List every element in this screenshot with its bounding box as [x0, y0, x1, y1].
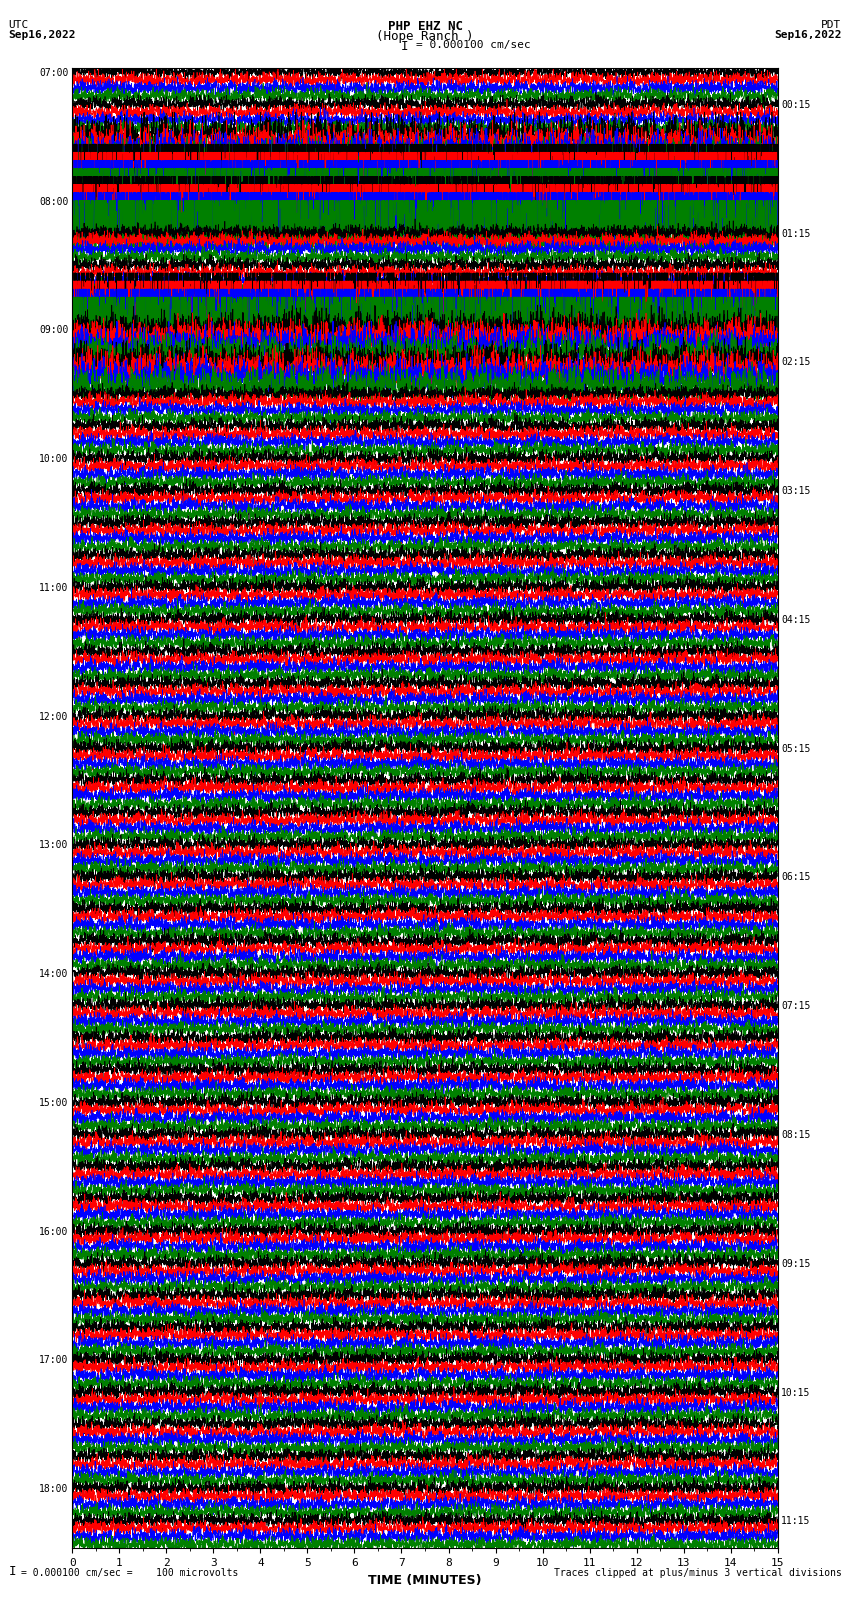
Text: 07:00: 07:00 — [39, 68, 69, 77]
Text: PDT: PDT — [821, 19, 842, 31]
Text: = 0.000100 cm/sec: = 0.000100 cm/sec — [416, 39, 531, 50]
Text: = 0.000100 cm/sec =    100 microvolts: = 0.000100 cm/sec = 100 microvolts — [21, 1568, 239, 1578]
Text: Traces clipped at plus/minus 3 vertical divisions: Traces clipped at plus/minus 3 vertical … — [553, 1568, 842, 1578]
Text: 09:00: 09:00 — [39, 326, 69, 336]
Text: 08:00: 08:00 — [39, 197, 69, 206]
Text: Sep16,2022: Sep16,2022 — [8, 31, 76, 40]
Text: UTC: UTC — [8, 19, 29, 31]
Text: 06:15: 06:15 — [781, 873, 811, 882]
Text: 13:00: 13:00 — [39, 840, 69, 850]
Text: 09:15: 09:15 — [781, 1258, 811, 1269]
Text: 16:00: 16:00 — [39, 1226, 69, 1237]
X-axis label: TIME (MINUTES): TIME (MINUTES) — [368, 1574, 482, 1587]
Text: 05:15: 05:15 — [781, 744, 811, 753]
Text: 10:15: 10:15 — [781, 1387, 811, 1397]
Text: 14:00: 14:00 — [39, 969, 69, 979]
Text: 15:00: 15:00 — [39, 1098, 69, 1108]
Text: 07:15: 07:15 — [781, 1002, 811, 1011]
Text: I: I — [400, 39, 408, 53]
Text: (Hope Ranch ): (Hope Ranch ) — [377, 31, 473, 44]
Text: 02:15: 02:15 — [781, 358, 811, 368]
Text: 08:15: 08:15 — [781, 1131, 811, 1140]
Text: PHP EHZ NC: PHP EHZ NC — [388, 19, 462, 34]
Text: 12:00: 12:00 — [39, 711, 69, 721]
Text: 03:15: 03:15 — [781, 486, 811, 497]
Text: 00:15: 00:15 — [781, 100, 811, 110]
Text: Sep16,2022: Sep16,2022 — [774, 31, 842, 40]
Text: 01:15: 01:15 — [781, 229, 811, 239]
Text: 11:00: 11:00 — [39, 582, 69, 594]
Text: 11:15: 11:15 — [781, 1516, 811, 1526]
Text: 10:00: 10:00 — [39, 453, 69, 465]
Text: I: I — [8, 1565, 16, 1578]
Text: 04:15: 04:15 — [781, 615, 811, 624]
Text: 18:00: 18:00 — [39, 1484, 69, 1494]
Text: 17:00: 17:00 — [39, 1355, 69, 1365]
